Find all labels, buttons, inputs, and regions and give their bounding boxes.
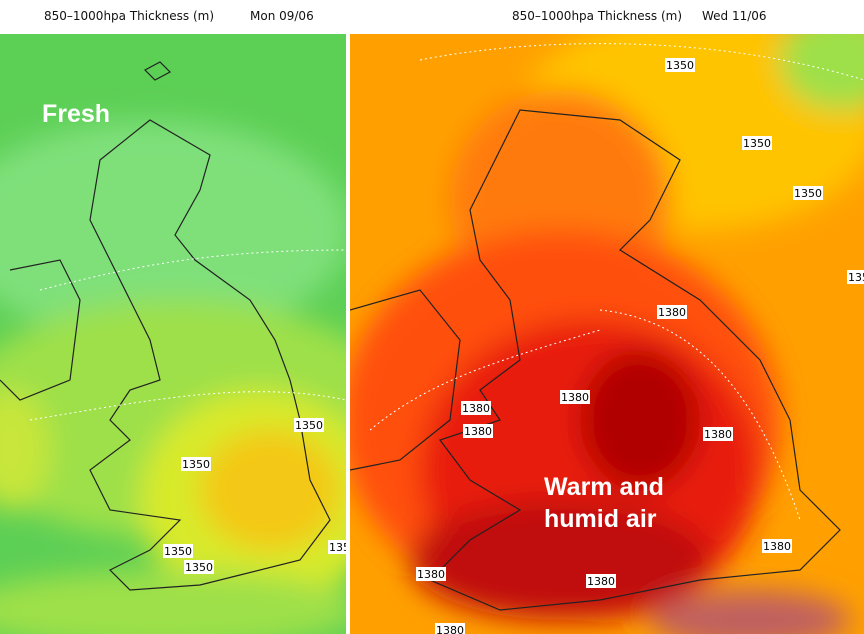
- contour-label-box: [762, 539, 792, 553]
- contour-label: 1380: [763, 540, 791, 553]
- contour-label-box: [416, 567, 446, 581]
- contour-labels: 1350 1350 1350 1350 1380 1380 1380 1380 1380 1380…: [416, 58, 864, 634]
- map-panel-right: [350, 34, 864, 634]
- panel-divider: [346, 34, 350, 634]
- contour-label: 1380: [658, 306, 686, 319]
- annotation: Fresh: [42, 100, 110, 128]
- contour-label: 1380: [464, 425, 492, 438]
- contour-label-box: [294, 418, 324, 432]
- contour-label-box: [461, 401, 491, 415]
- contour-label-box: [657, 305, 687, 319]
- contour-label-box: [184, 560, 214, 574]
- contour-label-box: [703, 427, 733, 441]
- contour-label: 1380: [417, 568, 445, 581]
- contour-label: 1350: [848, 271, 864, 284]
- map-title: 850–1000hpa Thickness (m): [44, 9, 214, 23]
- contour-label: 1380: [704, 428, 732, 441]
- contour-label: 1350: [185, 561, 213, 574]
- contour-label: 1350: [182, 458, 210, 471]
- contour-label: 1380: [561, 391, 589, 404]
- contour-label: 1350: [164, 545, 192, 558]
- contour-label-box: [793, 186, 823, 200]
- contour-label: 1350: [794, 187, 822, 200]
- header-strip: [0, 0, 864, 34]
- contour-label-box: [435, 623, 465, 634]
- contour-label-box: [560, 390, 590, 404]
- contour-label-box: [742, 136, 772, 150]
- contour-label-box: [328, 540, 346, 554]
- map-title: 850–1000hpa Thickness (m): [512, 9, 682, 23]
- contour-label: 1380: [436, 624, 464, 634]
- contour-label-box: [463, 424, 493, 438]
- contour-label: 1350: [666, 59, 694, 72]
- map-date: Wed 11/06: [702, 9, 767, 23]
- contour-label-box: [586, 574, 616, 588]
- contour-labels: 1350 1350 1350 1350 1350: [163, 418, 357, 574]
- contour-label-box: [181, 457, 211, 471]
- contour-label: 1350: [329, 541, 357, 554]
- map-panel-left: [0, 34, 346, 634]
- contour-label-box: [163, 544, 193, 558]
- contour-label: 1350: [295, 419, 323, 432]
- contour-label: 1350: [743, 137, 771, 150]
- map-date: Mon 09/06: [250, 9, 314, 23]
- contour-label: 1380: [462, 402, 490, 415]
- contour-label-box: [847, 270, 864, 284]
- annotation: Warm and humid air: [544, 473, 664, 533]
- contour-label-box: [665, 58, 695, 72]
- contour-label: 1380: [587, 575, 615, 588]
